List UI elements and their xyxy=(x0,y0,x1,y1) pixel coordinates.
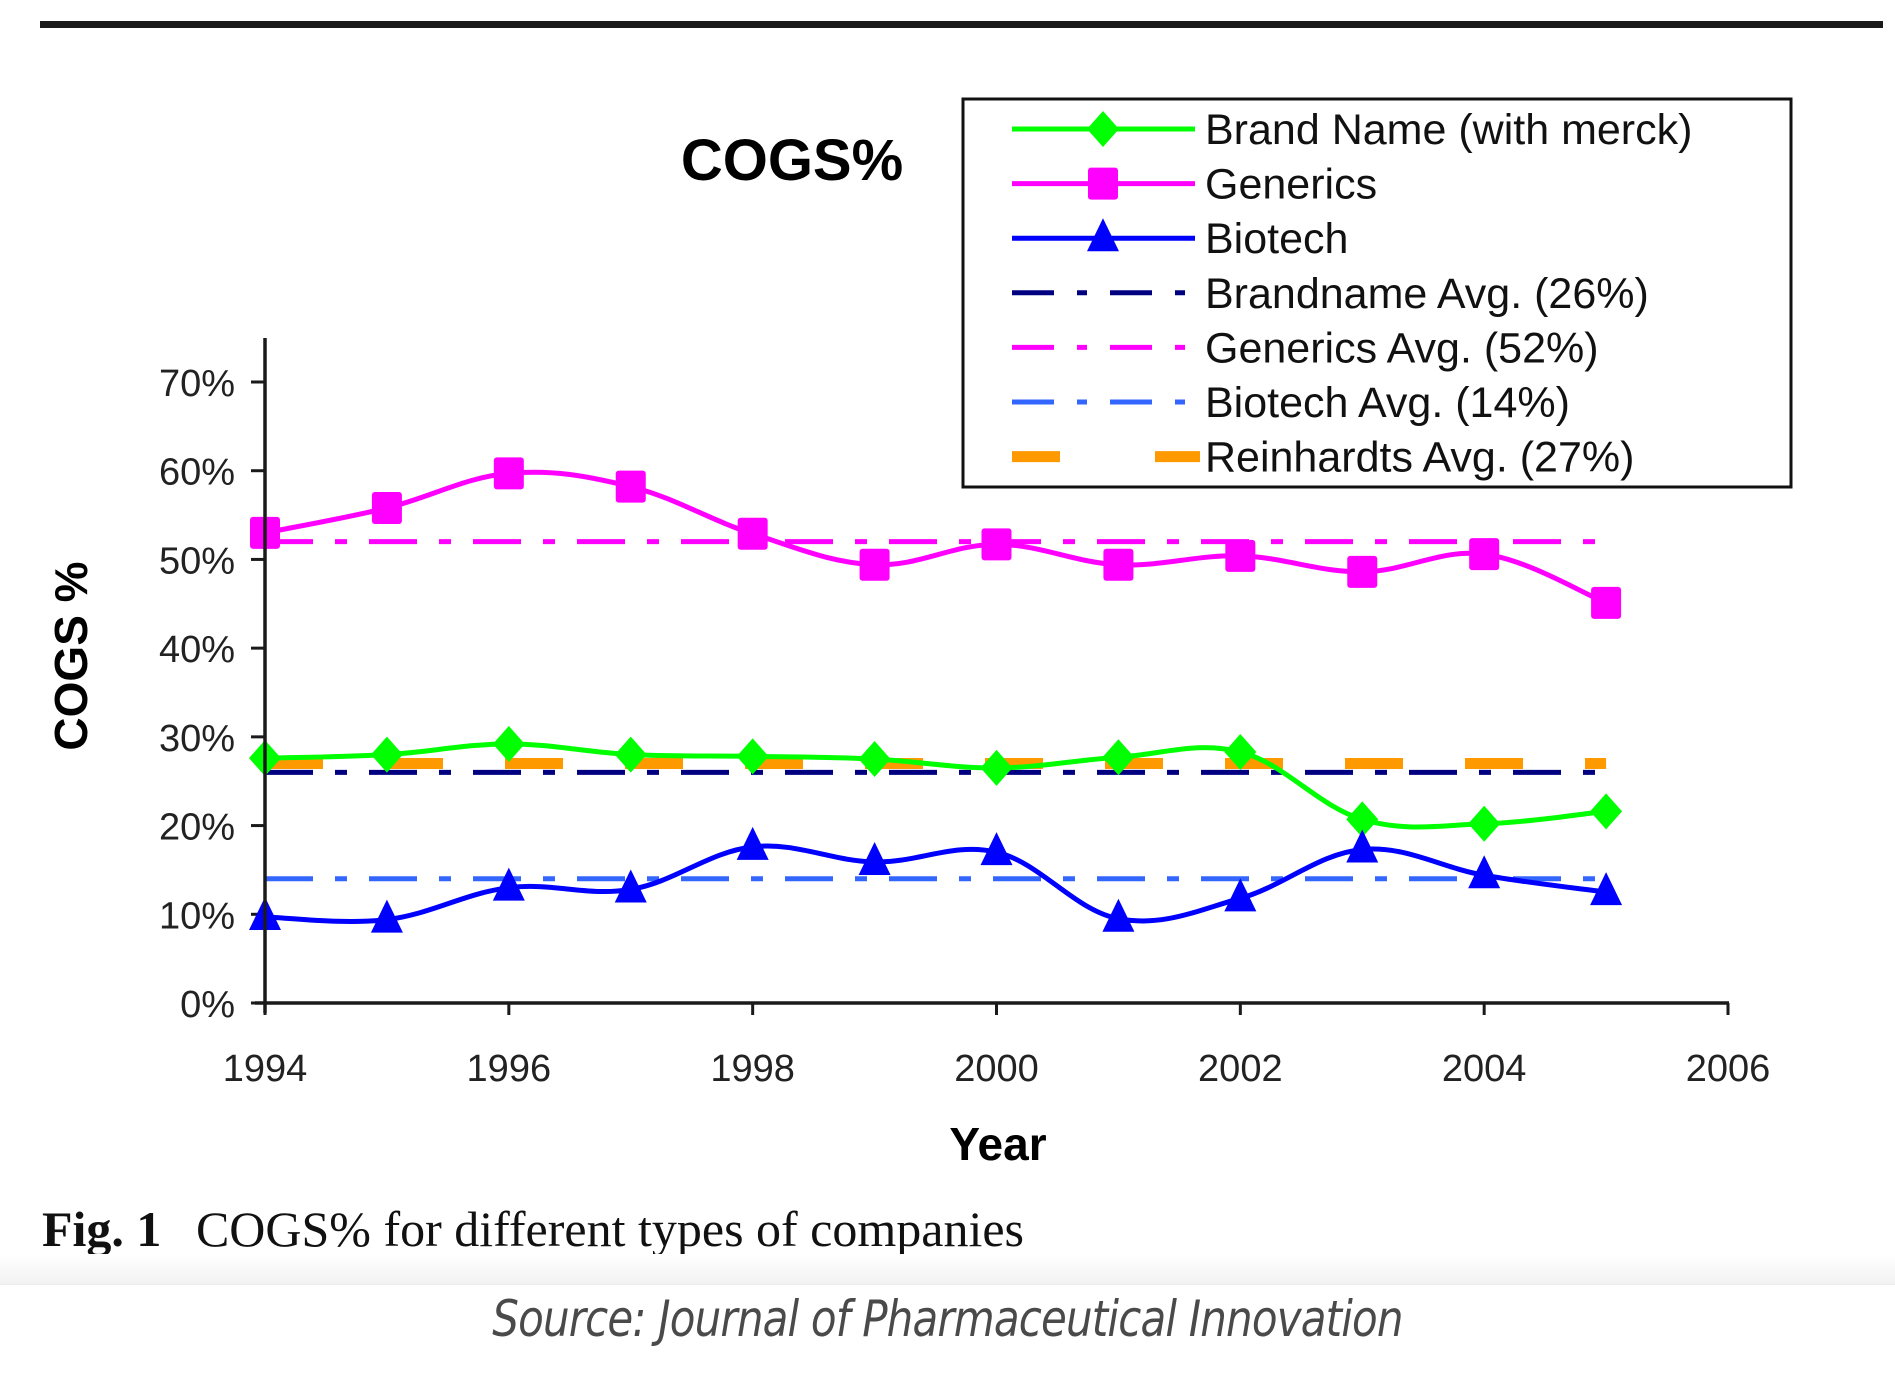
series-line-biotech xyxy=(264,843,1607,924)
x-tick-label: 1998 xyxy=(710,1048,795,1090)
source-credit: Source: Journal of Pharmaceutical Innova… xyxy=(492,1290,1403,1348)
data-point-generics xyxy=(1347,555,1378,588)
y-tick-label: 30% xyxy=(159,718,235,760)
legend-label: Brandname Avg. (26%) xyxy=(1205,270,1649,318)
data-point-biotech xyxy=(614,869,647,903)
source-band xyxy=(0,1254,1895,1285)
legend-label: Biotech Avg. (14%) xyxy=(1205,379,1570,427)
data-point-generics xyxy=(493,457,524,490)
y-axis-label: COGS % xyxy=(45,561,97,750)
y-axis: 0% 10% 20% 30% 40% 50% 60% 70% xyxy=(159,363,265,1026)
data-point-brand-name-with-merck xyxy=(1102,739,1135,776)
data-point-generics xyxy=(981,528,1012,561)
legend-label: Biotech xyxy=(1205,215,1348,263)
data-point-biotech xyxy=(370,899,403,933)
data-point-biotech xyxy=(736,826,769,860)
legend-label: Generics Avg. (52%) xyxy=(1205,324,1599,372)
caption-label: Fig. 1 xyxy=(42,1201,161,1257)
chart-title: COGS% xyxy=(681,128,903,193)
caption-text: COGS% for different types of companies xyxy=(196,1201,1024,1257)
y-tick-label: 20% xyxy=(159,807,235,849)
series-markers xyxy=(249,457,1623,933)
data-point-generics xyxy=(1591,586,1622,619)
data-point-biotech xyxy=(1590,872,1623,906)
data-point-biotech xyxy=(1468,855,1501,889)
legend-label: Brand Name (with merck) xyxy=(1205,106,1692,154)
legend-item-brandname-avg-26: Brandname Avg. (26%) xyxy=(1012,270,1649,318)
x-axis: 1994 1996 1998 2000 2002 2004 2006 xyxy=(223,1003,1771,1090)
legend-label: Generics xyxy=(1205,161,1377,209)
legend-item-biotech: Biotech xyxy=(1012,215,1348,263)
data-point-brand-name-with-merck xyxy=(1346,801,1379,838)
data-point-generics xyxy=(371,491,402,524)
data-point-biotech xyxy=(980,832,1013,866)
reference-lines xyxy=(265,539,1607,882)
legend-marker-square-icon xyxy=(1088,167,1118,200)
x-tick-label: 2006 xyxy=(1686,1048,1771,1090)
x-tick-label: 2000 xyxy=(954,1048,1039,1090)
data-point-generics xyxy=(1103,548,1134,581)
top-rule xyxy=(40,21,1883,28)
data-point-generics xyxy=(1225,539,1256,572)
x-tick-label: 2004 xyxy=(1442,1048,1527,1090)
figure-caption: Fig. 1 COGS% for different types of comp… xyxy=(42,1201,1024,1257)
series-line-brand-name-with-merck xyxy=(264,741,1607,830)
y-tick-label: 50% xyxy=(159,540,235,582)
data-point-brand-name-with-merck xyxy=(1468,805,1501,842)
y-tick-label: 0% xyxy=(180,984,235,1026)
x-tick-label: 1996 xyxy=(467,1048,552,1090)
data-point-brand-name-with-merck xyxy=(1224,733,1257,770)
legend-item-brand-name-with-merck: Brand Name (with merck) xyxy=(1012,106,1692,154)
data-point-brand-name-with-merck xyxy=(370,736,403,773)
data-point-generics xyxy=(615,470,646,503)
legend-marker-diamond-icon xyxy=(1087,111,1119,147)
data-point-generics xyxy=(859,548,890,581)
data-point-biotech xyxy=(1224,878,1257,912)
legend-marker-triangle-icon xyxy=(1087,218,1119,252)
legend-item-reinhardts-avg-27: Reinhardts Avg. (27%) xyxy=(1012,434,1634,482)
series-line-generics xyxy=(264,469,1608,606)
legend-box xyxy=(961,97,1793,489)
y-tick-label: 60% xyxy=(159,452,235,494)
legend: Brand Name (with merck) Generics Biotech Br… xyxy=(961,97,1793,489)
data-point-biotech xyxy=(492,867,525,901)
data-point-generics xyxy=(737,517,768,550)
data-point-brand-name-with-merck xyxy=(492,725,525,762)
data-point-biotech xyxy=(1102,898,1135,932)
legend-label: Reinhardts Avg. (27%) xyxy=(1205,434,1634,482)
data-point-brand-name-with-merck xyxy=(614,736,647,773)
x-tick-label: 2002 xyxy=(1198,1048,1283,1090)
data-point-biotech xyxy=(1346,829,1379,863)
y-tick-label: 70% xyxy=(159,363,235,405)
data-point-brand-name-with-merck xyxy=(980,749,1013,786)
data-point-brand-name-with-merck xyxy=(736,738,769,775)
x-tick-label: 1994 xyxy=(223,1048,308,1090)
x-axis-label: Year xyxy=(949,1118,1046,1170)
y-tick-label: 40% xyxy=(159,629,235,671)
data-point-brand-name-with-merck xyxy=(858,741,891,778)
legend-item-generics-avg-52: Generics Avg. (52%) xyxy=(1012,324,1599,372)
legend-item-generics: Generics xyxy=(1012,161,1377,209)
data-point-biotech xyxy=(858,841,891,875)
legend-item-biotech-avg-14: Biotech Avg. (14%) xyxy=(1012,379,1570,427)
data-point-generics xyxy=(1469,538,1500,571)
y-tick-label: 10% xyxy=(159,895,235,937)
data-point-brand-name-with-merck xyxy=(1590,793,1623,830)
